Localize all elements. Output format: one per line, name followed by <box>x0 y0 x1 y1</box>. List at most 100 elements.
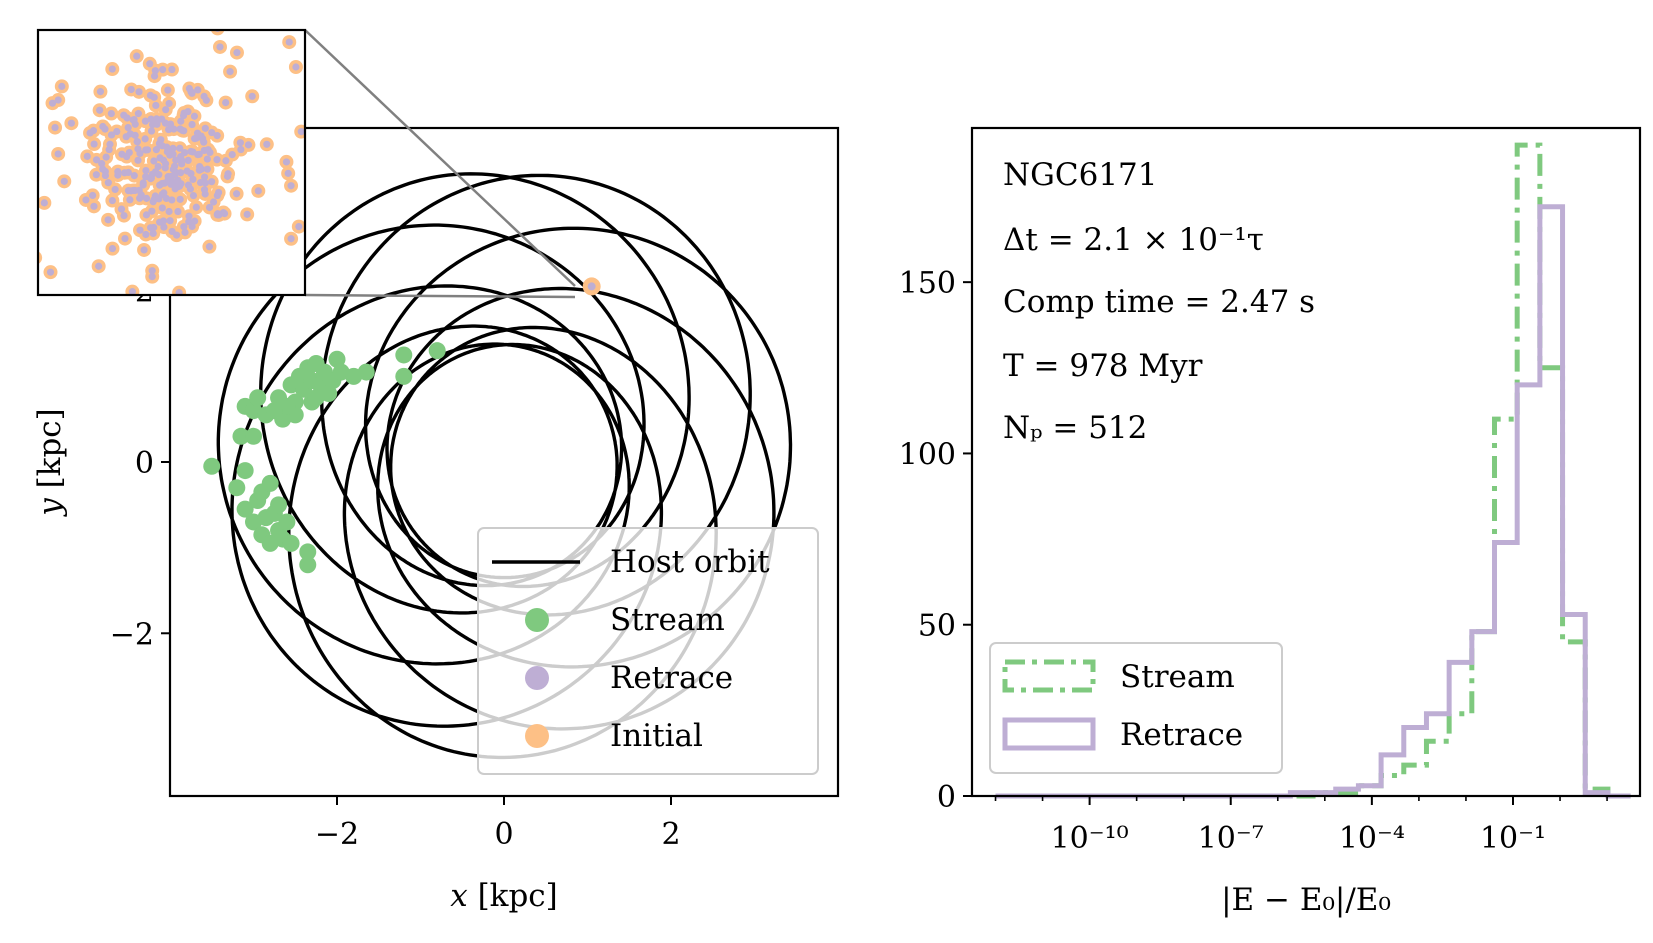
inset-retrace-point <box>187 147 195 156</box>
inset-initial-point <box>161 0 175 4</box>
inset-retrace-point <box>208 128 216 137</box>
inset-retrace-point <box>130 172 138 180</box>
inset-retrace-point <box>185 212 193 220</box>
inset-retrace-point <box>13 130 20 137</box>
inset-retrace-point <box>98 159 106 168</box>
inset-retrace-point <box>169 165 177 174</box>
inset-retrace-point <box>146 60 154 68</box>
inset-retrace-point <box>297 128 305 136</box>
inset-retrace-point <box>166 217 174 225</box>
inset-retrace-point <box>243 210 251 218</box>
inset-retrace-point <box>148 120 157 129</box>
inset-retrace-point <box>165 125 173 134</box>
histogram-legend: Stream Retrace <box>989 642 1283 774</box>
inset-initial-point <box>210 30 225 36</box>
orbit-legend-frame <box>477 527 819 775</box>
inset-retrace-point <box>120 169 129 177</box>
stream-point <box>261 474 279 492</box>
inset-retrace-point <box>123 114 131 122</box>
inset-retrace-point <box>160 189 168 197</box>
inset-retrace-point <box>216 43 224 51</box>
inset-retrace-point <box>167 180 175 188</box>
inset-retrace-point <box>194 86 202 94</box>
inset-retrace-point <box>107 109 115 118</box>
inset-retrace-point <box>133 52 141 60</box>
inset-retrace-point <box>200 92 208 100</box>
inset-retrace-point <box>180 223 188 231</box>
inset-retrace-point <box>165 0 172 1</box>
inset-retrace-point <box>60 177 68 185</box>
histogram-legend-stream-label: Stream <box>1120 659 1235 695</box>
legend-retrace-patch <box>1002 717 1096 751</box>
inset-retrace-point <box>228 150 236 159</box>
inset-retrace-point <box>177 180 185 188</box>
inset-retrace-point <box>178 156 186 165</box>
inset-retrace-point <box>213 191 221 200</box>
inset-retrace-point <box>106 140 114 148</box>
inset-retrace-point <box>177 117 185 125</box>
inset-retrace-point <box>142 194 151 202</box>
inset-retrace-point <box>154 116 162 124</box>
inset-retrace-point <box>40 199 48 207</box>
inset-retrace-point <box>201 179 209 187</box>
inset-retrace-point <box>200 138 208 146</box>
inset-retrace-point <box>104 179 112 187</box>
inset-retrace-point <box>157 136 165 144</box>
inset-retrace-point <box>128 288 136 295</box>
inset-retrace-point <box>237 145 245 154</box>
inset-retrace-point <box>158 204 166 212</box>
inset-retrace-point <box>232 190 241 198</box>
histogram-x-tick-label: 10⁻⁷ <box>1198 821 1264 856</box>
legend-retrace-label: Retrace <box>610 660 733 696</box>
inset-retrace-point <box>131 131 139 139</box>
inset-retrace-point <box>201 124 209 132</box>
inset-retrace-point <box>92 171 100 179</box>
inset-retrace-point <box>135 186 143 194</box>
inset-initial-point <box>316 217 330 231</box>
orbit-x-tick-label: 0 <box>494 817 513 852</box>
inset-retrace-point <box>163 143 171 151</box>
stream-point <box>395 346 413 364</box>
inset-initial-point <box>155 325 169 339</box>
stream-point <box>228 479 246 497</box>
inset-retrace-point <box>223 172 232 180</box>
stream-point <box>236 500 254 518</box>
legend-initial-label: Initial <box>610 718 703 754</box>
stream-point <box>299 556 317 574</box>
inset-initial-point <box>230 320 244 334</box>
inset-retrace-point <box>282 158 291 166</box>
stream-point <box>307 389 325 407</box>
inset-retrace-point <box>96 106 104 114</box>
inset-retrace-point <box>121 234 129 243</box>
inset-retrace-point <box>89 127 98 135</box>
inset-retrace-point <box>371 138 378 145</box>
inset-retrace-point <box>292 63 300 71</box>
inset-initial-point <box>6 102 20 116</box>
inset-retrace-point <box>193 129 202 137</box>
inset-retrace-point <box>187 170 195 178</box>
inset-retrace-point <box>102 153 110 161</box>
inset-retrace-point <box>175 289 183 295</box>
inset-retrace-point <box>142 166 150 175</box>
inset-retrace-point <box>142 230 150 239</box>
stream-point <box>357 363 375 381</box>
orbit-plot-area <box>203 172 793 760</box>
inset-retrace-point <box>248 92 256 100</box>
inset-retrace-point <box>222 157 230 165</box>
inset-retrace-point <box>173 231 181 239</box>
stream-point <box>428 342 446 360</box>
orbit-x-axis-label: x [kpc] <box>450 878 558 914</box>
inset-retrace-point <box>108 196 116 205</box>
inset-retrace-point <box>263 140 271 148</box>
inset-retrace-point <box>156 218 164 226</box>
inset-retrace-point <box>117 205 126 213</box>
annotation-comp-time: Comp time = 2.47 s <box>1003 284 1315 320</box>
inset-retrace-point <box>86 0 93 7</box>
stream-point <box>203 457 221 475</box>
inset-initial-point <box>113 0 127 9</box>
inset-retrace-point <box>113 127 121 136</box>
annotation-timestep: Δt = 2.1 × 10⁻¹τ <box>1003 222 1264 258</box>
inset-retrace-point <box>114 303 121 310</box>
inset-retrace-point <box>184 107 192 116</box>
inset-retrace-point <box>134 110 142 118</box>
